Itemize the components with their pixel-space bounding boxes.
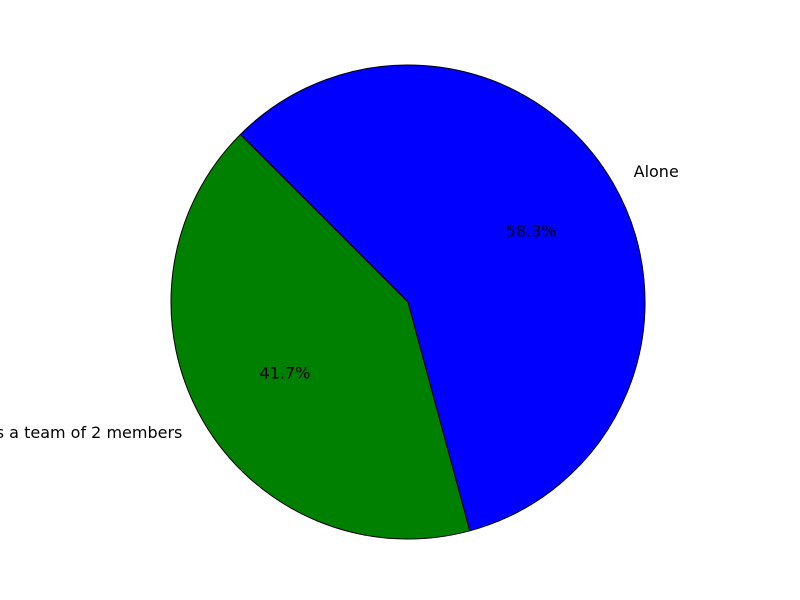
pie-slices: [170, 64, 646, 540]
pie-slice-alone: [239, 64, 646, 532]
pie-label-as-a-team-of-2-members: As a team of 2 members: [0, 423, 182, 442]
pie-slice-as-a-team-of-2-members: [170, 133, 471, 540]
pie-label-alone: Alone: [634, 162, 679, 181]
pie-labels: As a team of 2 members 41.7% Alone 58.3%: [0, 162, 679, 442]
pie-percent-label: 41.7%: [260, 364, 311, 383]
pie-percent-label: 58.3%: [506, 221, 557, 240]
